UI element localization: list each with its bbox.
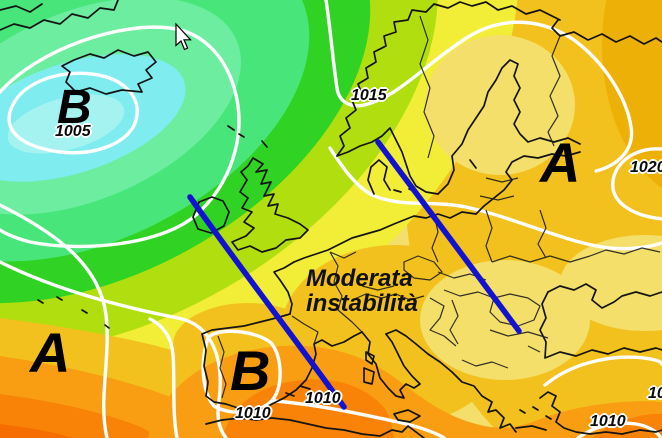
annotation-line-1: Moderata	[306, 265, 413, 292]
band-pale-balkans	[420, 260, 590, 380]
isobar-label-1020: 1020	[630, 159, 662, 176]
coastline-iceland	[61, 49, 157, 95]
country-border	[489, 293, 541, 327]
band-golden-deep-ne	[602, 0, 662, 189]
coastline-britain	[231, 157, 309, 253]
coastline-skagerrak	[336, 127, 439, 195]
isobar-1010-loop	[201, 329, 282, 414]
isobar-label-1015: 1015	[351, 87, 387, 104]
coastline-greenland	[0, 0, 119, 31]
cursor-arrow-icon	[175, 22, 192, 51]
coastline-baltic-south	[293, 211, 477, 263]
country-border	[527, 345, 541, 353]
isobar-1020-loop	[611, 147, 662, 221]
country-border	[429, 297, 457, 347]
coastline-sardinia	[363, 367, 375, 385]
coastline-norway	[336, 1, 561, 157]
isobar-line	[272, 399, 446, 438]
isobar-label-1010: 1010	[305, 390, 341, 407]
coastline-black-sea-south	[539, 291, 662, 359]
country-border	[403, 255, 443, 281]
coastline-azores	[37, 296, 110, 329]
isobar-outer-ring	[0, 25, 241, 249]
band-deep-orange-sw	[0, 394, 155, 438]
pressure-center-high-azores: A	[30, 321, 71, 384]
country-border	[489, 329, 549, 339]
pressure-center-low-atlantic: B	[57, 81, 92, 134]
isobar-label-1005: 1005	[55, 123, 91, 140]
coastline-balearics	[285, 385, 311, 397]
isobar-label-1010: 1010	[648, 385, 662, 402]
country-border	[329, 251, 363, 333]
coastline-corsica	[365, 351, 375, 365]
front-line-east	[375, 139, 522, 334]
coastline-north-africa	[205, 417, 425, 438]
coastline-turkey-south	[539, 391, 662, 435]
country-borders	[217, 15, 661, 399]
pressure-center-high-east: A	[540, 131, 581, 194]
coastline-baltic-north	[437, 59, 581, 195]
country-border	[351, 293, 425, 301]
isobar-1005-loop	[7, 71, 139, 155]
coastline-black-sea-north	[547, 283, 662, 309]
coastline-faroes	[227, 125, 268, 148]
country-border	[449, 299, 459, 345]
coastline-iberia-med	[247, 331, 363, 413]
coastline-aegean-islands	[519, 406, 552, 420]
coastline-iberia-west	[201, 313, 291, 413]
coastline-denmark	[367, 159, 391, 195]
band-cyan-core	[7, 94, 125, 154]
isobar-line	[0, 260, 228, 438]
isobar-label-1010: 1010	[590, 413, 626, 430]
annotation-moderate-instability: Moderata instabilità	[306, 266, 418, 316]
country-border	[461, 359, 509, 369]
band-pale-scandinavia	[425, 35, 575, 175]
band-deep-orange-iberia	[222, 379, 394, 438]
isobar-line	[0, 203, 109, 438]
country-border	[547, 35, 561, 147]
coastline-crete	[515, 425, 547, 431]
pressure-center-low-iberia: B	[230, 339, 271, 402]
country-border	[291, 315, 319, 345]
front-lines	[187, 139, 522, 410]
country-border	[443, 289, 495, 299]
coastline-sicily	[393, 409, 421, 423]
coastline-kola	[551, 19, 662, 45]
band-dark-orange-corner	[0, 424, 72, 438]
isobar-label-1010: 1010	[235, 405, 271, 422]
isobar-1010-line	[576, 421, 662, 438]
coastline-gotland	[469, 159, 477, 169]
mouse-cursor	[175, 22, 192, 51]
country-border	[329, 251, 357, 259]
isobar-1015-line	[324, 0, 634, 173]
front-line-west	[187, 194, 347, 410]
country-border	[479, 177, 519, 201]
country-border	[485, 209, 493, 263]
country-border	[419, 15, 435, 159]
coastline-biscay	[273, 261, 295, 315]
coastline-ireland	[192, 196, 230, 234]
country-border	[217, 335, 227, 399]
country-border	[589, 247, 661, 257]
country-border	[537, 209, 547, 259]
country-border	[361, 285, 395, 291]
annotation-line-2: instabilità	[306, 290, 419, 317]
country-border	[491, 255, 591, 263]
isobar-line	[148, 317, 179, 438]
coastline-balkans-greece	[385, 329, 517, 433]
isobar-line	[328, 146, 662, 251]
coastline-greenland	[0, 3, 43, 13]
isobar-line	[543, 355, 662, 387]
